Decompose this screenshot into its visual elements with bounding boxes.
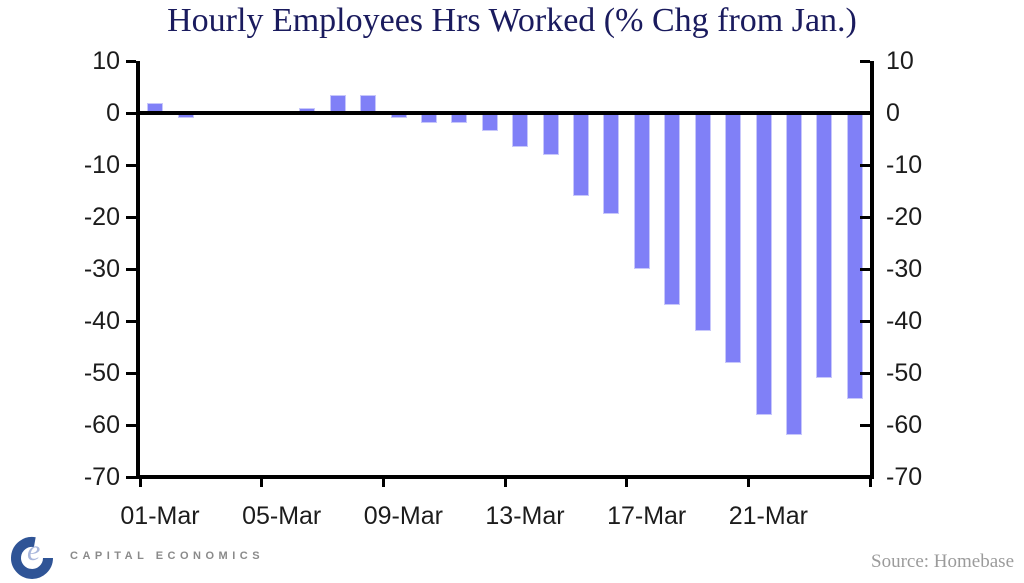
y-axis-tick-right [860,423,870,427]
chart-title: Hourly Employees Hrs Worked (% Chg from … [167,2,857,39]
x-axis-tick [381,479,385,487]
x-axis-tick [625,479,629,487]
y-axis-tick-right [860,319,870,323]
y-axis-tick-left [126,267,136,271]
y-axis-label-left: -50 [83,359,120,387]
x-axis-label: 17-Mar [607,502,687,530]
y-axis-tick-left [126,423,136,427]
y-axis-label-right: -50 [886,359,923,387]
y-axis-tick-right [860,59,870,63]
y-axis-label-right: -20 [886,203,923,231]
y-axis-label-left: -70 [83,463,120,491]
source-attribution: Source: Homebase [871,551,1014,572]
bar [725,113,742,363]
y-axis-tick-right [860,371,870,375]
x-axis-tick [503,479,507,487]
x-axis-label: 05-Mar [242,502,322,530]
bar [694,113,711,332]
y-axis-tick-left [126,111,136,115]
y-axis-label-right: 0 [886,99,900,127]
x-axis-tick [138,479,142,487]
x-axis-tick [260,479,264,487]
y-axis-label-right: 10 [886,47,914,75]
y-axis-label-left: -10 [83,151,120,179]
bar [816,113,833,379]
zero-line [140,111,870,115]
bar [664,113,681,306]
brand-text: CAPITAL ECONOMICS [70,550,265,562]
x-axis-label: 09-Mar [363,502,443,530]
logo-e-glyph: e [27,534,40,567]
y-axis-label-right: -10 [886,151,923,179]
y-axis-tick-right [860,163,870,167]
y-axis-tick-left [126,215,136,219]
y-axis-tick-left [126,163,136,167]
y-axis-label-right: -30 [886,255,923,283]
bar [512,113,529,147]
capital-economics-logo: e CAPITAL ECONOMICS [8,531,264,581]
bar [755,113,772,415]
x-axis [136,475,874,479]
y-axis-tick-left [126,371,136,375]
y-axis-label-left: -40 [83,307,120,335]
bar [603,113,620,215]
y-axis-right [870,61,874,479]
y-axis-label-right: -60 [886,411,923,439]
bar [573,113,590,197]
x-axis-tick [868,479,872,487]
y-axis-label-left: 10 [92,47,120,75]
bar [542,113,559,155]
y-axis-label-left: -20 [83,203,120,231]
logo-c-icon: e [11,534,53,579]
y-axis-tick-right [860,215,870,219]
x-axis-label: 13-Mar [485,502,565,530]
bar [785,113,802,436]
y-axis-tick-right [860,267,870,271]
bar [846,113,863,399]
x-axis-label: 21-Mar [728,502,808,530]
y-axis-label-right: -70 [886,463,923,491]
y-axis-label-left: -30 [83,255,120,283]
x-axis-label: 01-Mar [120,502,200,530]
y-axis-label-left: -60 [83,411,120,439]
y-axis-left [136,61,140,479]
y-axis-tick-left [126,475,136,479]
bar [633,113,650,269]
bar [481,113,498,132]
y-axis-tick-left [126,319,136,323]
y-axis-label-left: 0 [106,99,120,127]
y-axis-label-right: -40 [886,307,923,335]
y-axis-tick-left [126,59,136,63]
x-axis-tick [746,479,750,487]
